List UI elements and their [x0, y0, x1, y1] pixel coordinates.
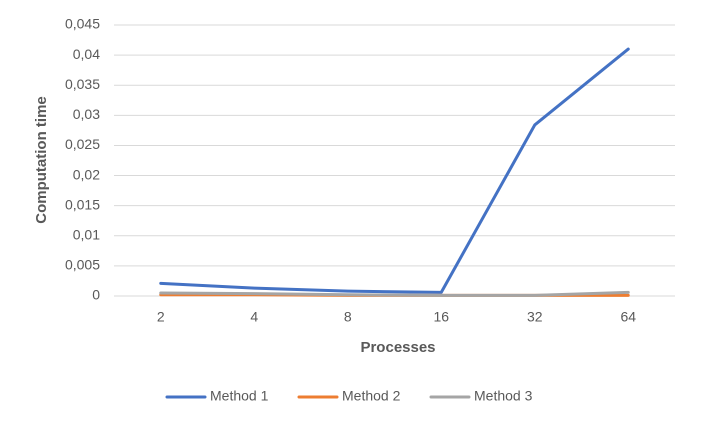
y-tick-label: 0 — [92, 287, 100, 303]
legend-label: Method 2 — [342, 388, 401, 404]
x-axis-title: Processes — [360, 339, 435, 356]
y-tick-label: 0,035 — [65, 76, 100, 92]
x-tick-label: 8 — [344, 309, 352, 325]
y-tick-label: 0,015 — [65, 196, 100, 212]
series-line — [159, 47, 630, 294]
y-tick-label: 0,04 — [73, 46, 100, 62]
y-tick-label: 0,045 — [65, 16, 100, 32]
y-tick-label: 0,01 — [73, 226, 100, 242]
legend-label: Method 3 — [474, 388, 533, 404]
x-tick-label: 2 — [157, 309, 165, 325]
series-line — [159, 290, 630, 297]
x-tick-label: 64 — [620, 309, 636, 325]
y-tick-label: 0,03 — [73, 106, 100, 122]
y-axis-title: Computation time — [33, 96, 50, 224]
y-tick-label: 0,005 — [65, 257, 100, 273]
y-tick-label: 0,025 — [65, 136, 100, 152]
y-tick-label: 0,02 — [73, 166, 100, 182]
x-tick-label: 32 — [527, 309, 543, 325]
x-tick-label: 16 — [433, 309, 449, 325]
x-tick-label: 4 — [250, 309, 258, 325]
legend-label: Method 1 — [210, 388, 269, 404]
